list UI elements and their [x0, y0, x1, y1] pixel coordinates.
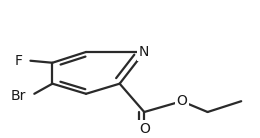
Text: O: O [176, 94, 187, 108]
Text: Br: Br [11, 89, 27, 103]
Text: O: O [139, 122, 150, 136]
Text: F: F [15, 54, 23, 68]
Text: N: N [139, 45, 149, 59]
